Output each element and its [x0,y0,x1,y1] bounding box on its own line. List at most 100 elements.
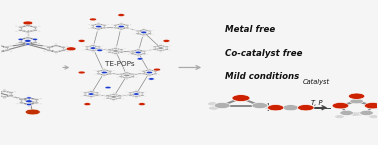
Circle shape [4,46,9,48]
Circle shape [153,68,160,71]
Circle shape [108,70,112,72]
Circle shape [116,77,119,78]
Circle shape [147,30,152,32]
Circle shape [91,52,94,53]
Circle shape [37,26,41,27]
Circle shape [101,50,104,51]
Circle shape [39,98,43,99]
Circle shape [37,43,41,44]
Circle shape [135,73,138,74]
Circle shape [90,24,95,26]
Circle shape [15,103,19,105]
Circle shape [350,113,360,116]
Circle shape [116,73,119,74]
Circle shape [96,28,101,30]
Circle shape [26,97,32,99]
Circle shape [340,110,353,116]
Circle shape [34,99,39,101]
Circle shape [153,49,157,50]
Circle shape [136,33,140,35]
Circle shape [135,51,141,54]
Circle shape [157,70,160,71]
Circle shape [26,35,30,37]
Circle shape [335,115,344,118]
Circle shape [125,72,129,74]
Circle shape [89,96,93,97]
Circle shape [96,49,101,50]
Circle shape [152,30,155,31]
Circle shape [0,95,1,96]
Circle shape [148,68,151,69]
Circle shape [60,46,66,48]
Circle shape [125,77,129,79]
Circle shape [99,96,102,97]
Circle shape [103,76,106,77]
Circle shape [137,56,139,57]
Circle shape [146,50,149,51]
Text: Catalyst: Catalyst [303,79,330,85]
Circle shape [103,98,106,100]
Circle shape [53,45,59,47]
Circle shape [283,105,299,111]
Circle shape [19,102,24,104]
Circle shape [33,26,38,28]
Circle shape [107,24,110,25]
Circle shape [122,98,125,100]
Circle shape [102,69,107,71]
Text: +: + [263,101,273,114]
Circle shape [46,49,51,51]
Circle shape [114,55,117,56]
Circle shape [297,105,314,111]
Circle shape [18,38,23,40]
Circle shape [84,103,91,105]
Circle shape [66,46,69,47]
Circle shape [107,28,110,29]
Circle shape [133,30,136,31]
Circle shape [85,46,89,48]
Circle shape [113,48,118,49]
Circle shape [125,27,129,29]
Circle shape [129,24,132,25]
Circle shape [103,94,106,95]
Circle shape [0,92,1,94]
Circle shape [43,51,46,52]
Circle shape [150,45,153,47]
Circle shape [13,91,17,93]
Circle shape [103,68,106,69]
Circle shape [97,49,103,51]
Circle shape [88,28,91,29]
Circle shape [134,96,138,97]
Circle shape [105,97,110,99]
Text: Mild conditions: Mild conditions [225,72,299,81]
Circle shape [135,98,138,99]
Circle shape [113,24,118,26]
Circle shape [37,30,41,32]
Circle shape [129,28,132,29]
Circle shape [130,76,135,78]
Circle shape [146,71,152,74]
Circle shape [46,46,51,48]
Circle shape [138,70,141,71]
Circle shape [144,96,147,97]
Circle shape [142,36,145,37]
Circle shape [105,52,108,54]
Circle shape [97,30,100,31]
Circle shape [159,43,162,45]
Circle shape [264,106,274,110]
Circle shape [105,86,111,89]
Circle shape [39,103,43,105]
Circle shape [3,89,6,90]
Circle shape [111,96,117,98]
Circle shape [118,14,125,16]
Circle shape [141,73,146,75]
Circle shape [208,102,218,106]
Circle shape [119,51,124,53]
Circle shape [150,50,153,51]
Circle shape [105,95,110,96]
Circle shape [18,26,23,28]
Circle shape [125,71,129,72]
Circle shape [96,70,101,72]
Circle shape [124,74,130,77]
Circle shape [119,73,123,75]
Circle shape [209,106,219,110]
